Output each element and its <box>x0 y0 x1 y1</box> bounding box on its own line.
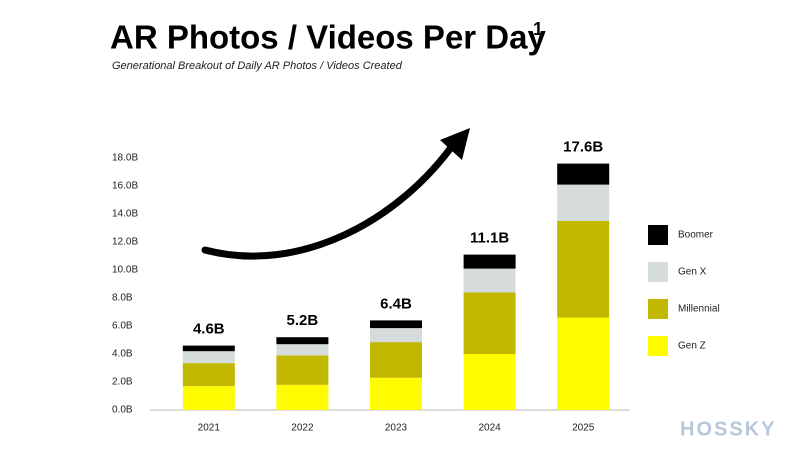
bar-segment <box>276 337 329 345</box>
bar-segment <box>557 317 610 410</box>
legend-label: Boomer <box>678 230 714 241</box>
total-label: 11.1B <box>470 230 509 247</box>
bar-segment <box>182 363 235 387</box>
x-tick-label: 2024 <box>478 423 501 434</box>
total-label: 17.6B <box>563 139 603 156</box>
bar-segment <box>276 355 329 385</box>
legend-swatch <box>648 225 668 245</box>
trend-arrow <box>201 138 459 260</box>
y-tick-label: 8.0B <box>112 293 133 304</box>
bar-segment <box>463 292 516 354</box>
arrow-head <box>440 128 470 160</box>
bar-segment <box>182 351 235 364</box>
bar-segment <box>370 377 422 410</box>
title-footnote: 1 <box>533 19 543 39</box>
legend-label: Gen X <box>678 267 707 278</box>
chart-title: AR Photos / Videos Per Day <box>110 19 546 56</box>
x-tick-label: 2025 <box>572 423 595 434</box>
y-tick-label: 4.0B <box>112 349 133 360</box>
y-tick-label: 2.0B <box>112 377 133 388</box>
y-tick-label: 12.0B <box>112 237 138 248</box>
x-tick-label: 2023 <box>385 423 408 434</box>
bar-segment <box>182 345 235 352</box>
chart-subtitle: Generational Breakout of Daily AR Photos… <box>112 60 403 72</box>
total-label: 5.2B <box>287 312 319 329</box>
legend-label: Millennial <box>678 304 720 315</box>
legend-label: Gen Z <box>678 341 706 352</box>
bar-segment <box>370 328 422 343</box>
legend-swatch <box>648 336 668 356</box>
bar-segment <box>370 342 422 378</box>
legend-swatch <box>648 299 668 319</box>
y-tick-label: 0.0B <box>112 405 133 416</box>
bar-segment <box>463 268 516 293</box>
y-tick-label: 16.0B <box>112 181 138 192</box>
x-tick-label: 2022 <box>291 423 314 434</box>
bar-segment <box>276 344 329 356</box>
total-label: 6.4B <box>380 295 412 312</box>
y-tick-label: 14.0B <box>112 209 138 220</box>
bar-segment <box>276 384 329 410</box>
bar-segment <box>557 184 610 221</box>
y-tick-label: 10.0B <box>112 265 138 276</box>
bar-segment <box>463 354 516 410</box>
legend-swatch <box>648 262 668 282</box>
bar-segment <box>463 254 516 269</box>
bar-segment <box>557 221 610 318</box>
y-tick-label: 18.0B <box>112 153 138 164</box>
bar-segment <box>557 163 610 185</box>
total-label: 4.6B <box>193 321 225 338</box>
y-tick-label: 6.0B <box>112 321 133 332</box>
bar-segment <box>182 386 235 410</box>
x-tick-label: 2021 <box>198 423 221 434</box>
watermark: HOSSKY <box>680 418 776 440</box>
bar-segment <box>370 320 422 329</box>
